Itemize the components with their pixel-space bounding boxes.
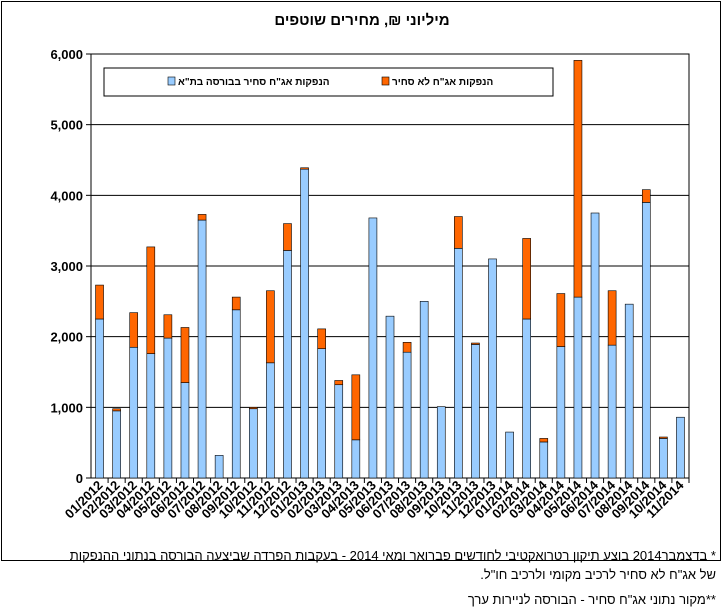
- bar-traded: [197, 219, 207, 479]
- bar-nontraded: [266, 290, 275, 364]
- bar-nontraded: [180, 327, 190, 383]
- bar-traded: [129, 346, 139, 479]
- bar-nontraded: [471, 342, 480, 345]
- bar-nontraded: [641, 189, 651, 203]
- bar-traded: [402, 351, 412, 479]
- bar-traded: [539, 441, 549, 479]
- y-tick-label: 6,000: [50, 47, 83, 62]
- bar-nontraded: [556, 293, 566, 347]
- bar-nontraded: [112, 408, 121, 412]
- bar-nontraded: [283, 223, 292, 251]
- bar-traded: [659, 438, 668, 479]
- bar-traded: [419, 301, 429, 479]
- bar-traded: [146, 353, 156, 479]
- chart-title: מיליוני ₪, מחירים שוטפים: [274, 12, 450, 29]
- bar-nontraded: [95, 284, 104, 320]
- legend-label: הנפקות אג"ח סחיר בבורסה בת"א: [178, 77, 330, 88]
- bar-traded: [471, 344, 480, 479]
- y-axis: 0 1,000 2,000 3,000 4,000 5,000 6,000: [50, 47, 91, 486]
- bar-nontraded: [454, 216, 463, 249]
- bar-nontraded: [659, 436, 668, 439]
- bar-traded: [607, 344, 617, 479]
- y-tick-label: 2,000: [50, 330, 83, 345]
- bar-nontraded: [300, 167, 309, 170]
- y-tick-label: 1,000: [50, 400, 83, 415]
- bar-traded: [368, 217, 378, 479]
- bar-traded: [317, 348, 326, 479]
- bar-nontraded: [539, 438, 549, 443]
- bar-nontraded: [163, 314, 173, 339]
- bar-traded: [112, 410, 121, 479]
- bar-traded: [334, 384, 344, 479]
- legend-label: הנפקות אג"ח לא סחיר: [392, 76, 493, 88]
- bar-nontraded: [402, 342, 412, 353]
- bar-traded: [266, 362, 275, 479]
- bar-traded: [641, 202, 651, 479]
- chart-frame: [1, 1, 721, 561]
- footnote-line-2: של אג"ח לא סחיר לרכיב מקומי ולרכיב חו"ל.: [480, 567, 716, 582]
- bars: [95, 60, 685, 479]
- bar-traded: [180, 382, 190, 479]
- bar-traded: [624, 303, 634, 479]
- footnote-line-1: * בדצמבר2014 בוצע תיקון רטרואקטיבי לחודש…: [69, 548, 716, 563]
- y-tick-label: 4,000: [50, 188, 83, 203]
- bar-traded: [283, 250, 292, 479]
- bar-traded: [249, 408, 258, 479]
- bar-nontraded: [197, 214, 207, 221]
- y-tick-label: 3,000: [50, 259, 83, 274]
- bar-traded: [590, 212, 600, 479]
- bar-traded: [95, 318, 104, 479]
- bar-nontraded: [146, 246, 156, 354]
- bar-traded: [488, 258, 497, 479]
- bar-traded: [351, 439, 361, 479]
- source-note: **מקור נתוני אג"ח סחיר - הבורסה לניירות …: [467, 592, 716, 607]
- bar-traded: [573, 296, 583, 479]
- bar-nontraded: [334, 380, 344, 386]
- bar-nontraded: [522, 238, 531, 320]
- bar-nontraded: [249, 407, 258, 410]
- legend-swatch: [167, 76, 176, 86]
- y-tick-label: 5,000: [50, 118, 83, 133]
- bar-nontraded: [317, 328, 326, 349]
- bar-traded: [163, 337, 173, 479]
- bar-traded: [300, 168, 309, 479]
- bar-traded: [454, 248, 463, 479]
- bar-nontraded: [129, 312, 139, 348]
- bar-traded: [505, 431, 514, 479]
- legend: הנפקות אג"ח סחיר בבורסה בת"א הנפקות אג"ח …: [103, 67, 554, 97]
- bar-traded: [436, 406, 446, 479]
- bar-nontraded: [351, 374, 361, 441]
- bar-traded: [385, 315, 395, 479]
- bar-traded: [214, 455, 224, 479]
- legend-swatch: [381, 76, 390, 86]
- bar-chart: 0 1,000 2,000 3,000 4,000 5,000 6,000 01/20120…: [50, 47, 690, 521]
- bar-nontraded: [231, 296, 241, 311]
- bar-traded: [676, 416, 685, 479]
- bar-traded: [522, 318, 531, 479]
- legend-box: [103, 67, 554, 97]
- x-axis: 01/201202/201203/201204/201205/201206/20…: [62, 477, 690, 521]
- bar-traded: [556, 346, 566, 479]
- bar-traded: [231, 309, 241, 479]
- bar-nontraded: [607, 290, 617, 346]
- bar-nontraded: [573, 60, 583, 298]
- y-tick-label: 0: [76, 471, 83, 486]
